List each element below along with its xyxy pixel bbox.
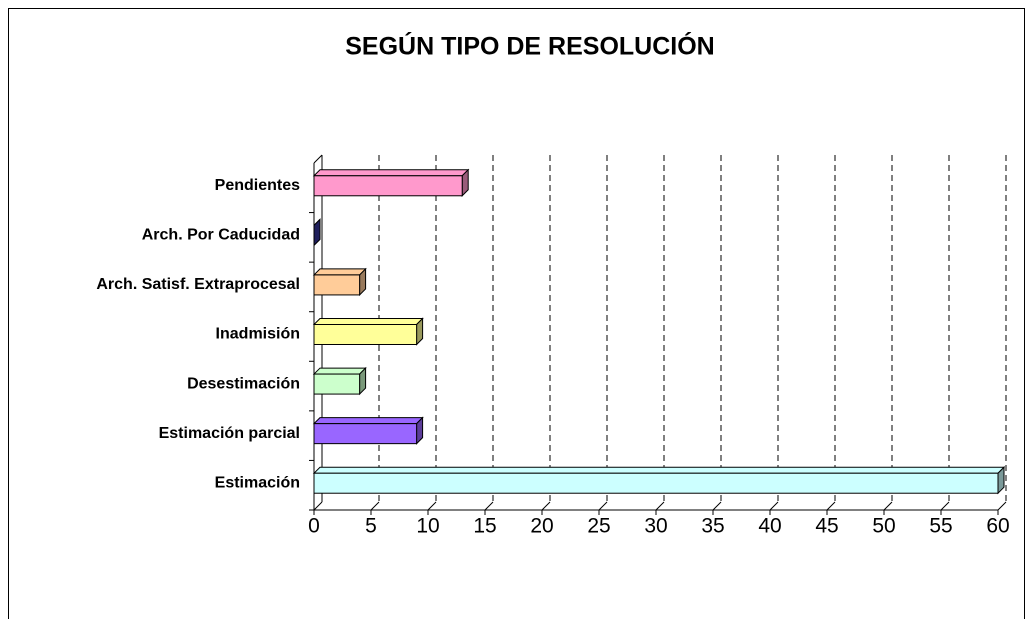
bar-top [312, 169, 470, 177]
y-tick-label: Desestimación [187, 375, 300, 392]
tick-mark [484, 501, 494, 511]
bar-top [312, 466, 1006, 474]
bar [313, 324, 418, 345]
x-tick-label: 30 [644, 515, 667, 538]
bar-top [312, 318, 424, 325]
y-tick-label: Estimación [215, 474, 300, 491]
y-tick-label: Inadmisión [216, 326, 300, 343]
y-tick-label: Arch. Por Caducidad [142, 227, 300, 244]
x-tick-label: 15 [473, 515, 496, 538]
x-tick-label: 55 [929, 515, 952, 538]
x-tick-label: 50 [872, 515, 895, 538]
x-tick-label: 35 [701, 515, 724, 538]
tick-mark [427, 501, 437, 511]
wall-top [313, 154, 323, 164]
bar-top [312, 268, 367, 276]
y-tick-label: Estimación parcial [159, 425, 300, 442]
tick-mark [370, 501, 380, 511]
chart-frame [8, 8, 1025, 619]
tick-mark [883, 501, 893, 511]
x-tick-label: 20 [530, 515, 553, 538]
x-tick-label: 45 [815, 515, 838, 538]
x-tick-label: 0 [308, 515, 320, 538]
y-tick-label: Pendientes [215, 177, 300, 194]
x-tick-label: 25 [587, 515, 610, 538]
bar [313, 472, 999, 494]
bar-side [313, 218, 321, 247]
x-tick-label: 60 [986, 515, 1009, 538]
bar [313, 373, 361, 395]
x-tick-label: 5 [365, 515, 377, 538]
tick-mark [313, 501, 323, 511]
bar-top [312, 367, 367, 375]
x-tick-label: 40 [758, 515, 781, 538]
tick-mark [940, 501, 950, 511]
tick-mark [769, 501, 779, 511]
y-tick-label: Arch. Satisf. Extraprocesal [96, 276, 300, 293]
bar [313, 423, 418, 445]
tick-mark [598, 501, 608, 511]
tick-mark [826, 501, 836, 511]
tick-mark [655, 501, 665, 511]
chart-title: SEGÚN TIPO DE RESOLUCIÓN [345, 31, 714, 61]
bar [313, 175, 463, 197]
tick-mark [541, 501, 551, 511]
tick-mark [997, 501, 1007, 511]
bar-top [312, 417, 424, 425]
tick-mark [712, 501, 722, 511]
bar [313, 274, 361, 296]
x-tick-label: 10 [416, 515, 439, 538]
